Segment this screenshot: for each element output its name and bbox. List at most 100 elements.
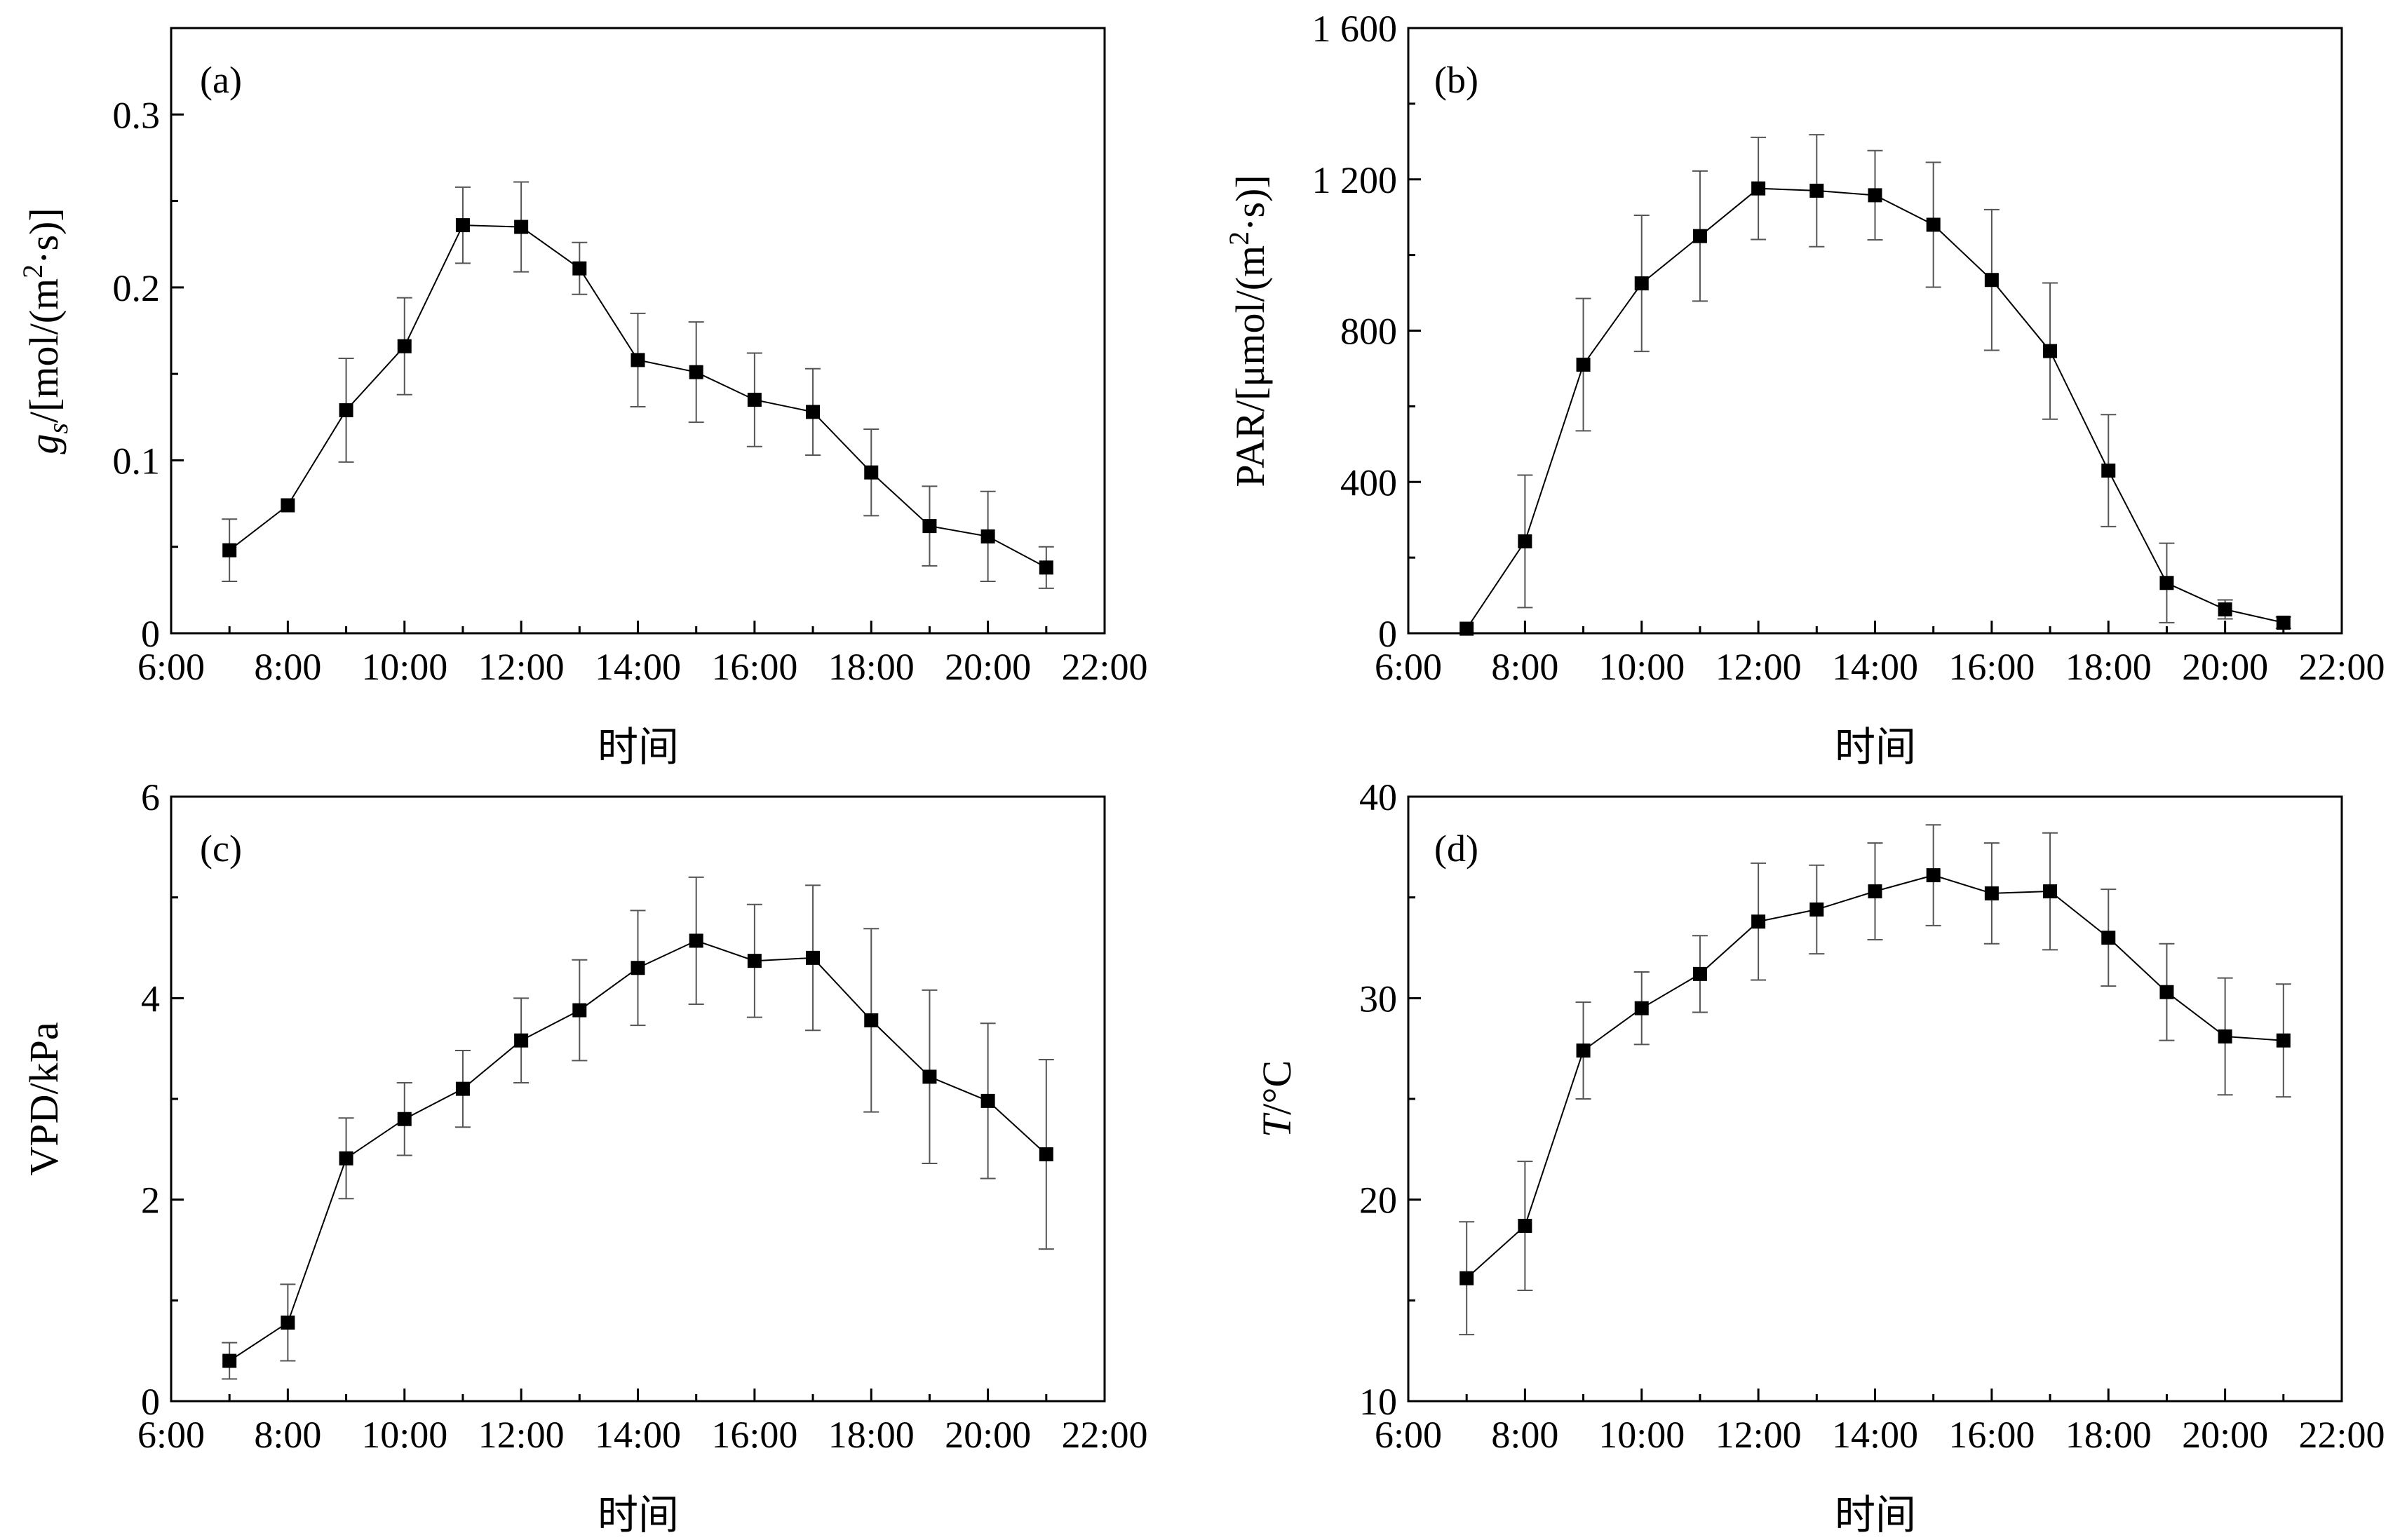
x-tick-label: 12:00 <box>1715 1414 1802 1456</box>
x-tick-label: 10:00 <box>361 1414 447 1456</box>
y-axis-title-unit-end: ·s)] <box>21 208 67 264</box>
data-point <box>747 393 762 407</box>
data-point <box>864 465 879 480</box>
y-tick-label: 1 600 <box>1312 8 1398 50</box>
data-point <box>922 519 937 534</box>
x-tick-label: 14:00 <box>595 1414 681 1456</box>
y-axis-title-subscript: s <box>42 423 74 434</box>
y-axis-title-superscript: 2 <box>1223 231 1255 245</box>
panel-tag: (c) <box>200 828 242 870</box>
x-tick-label: 14:00 <box>1832 1414 1918 1456</box>
chart-marks <box>1459 134 2291 636</box>
panel-tag: (d) <box>1434 828 1478 870</box>
x-tick-label: 16:00 <box>1948 646 2035 688</box>
x-tick-label: 10:00 <box>1598 646 1685 688</box>
x-tick-label: 20:00 <box>945 646 1031 688</box>
data-point <box>1634 1001 1649 1015</box>
x-tick-label: 6:00 <box>137 646 205 688</box>
data-point <box>1751 181 1766 196</box>
data-point <box>1692 229 1707 243</box>
x-tick-label: 8:00 <box>1491 646 1558 688</box>
x-tick-label: 16:00 <box>711 1414 797 1456</box>
x-tick-label: 18:00 <box>828 646 915 688</box>
data-point <box>514 219 529 234</box>
x-tick-label: 18:00 <box>2065 1414 2152 1456</box>
y-tick-label: 4 <box>141 978 160 1020</box>
data-point <box>1576 1043 1591 1058</box>
data-point <box>980 1093 995 1108</box>
x-axis-title: 时间 <box>1835 1492 1916 1538</box>
data-point <box>1868 188 1882 203</box>
x-tick-label: 20:00 <box>2182 646 2268 688</box>
x-tick-label: 6:00 <box>1375 1414 1442 1456</box>
y-tick-label: 800 <box>1340 311 1397 353</box>
data-point <box>397 1112 412 1126</box>
y-axis-title-unit: PAR/[μmol/(m <box>1227 245 1273 487</box>
y-axis-title: T/°C <box>1254 1060 1300 1137</box>
data-point <box>689 365 703 379</box>
data-point <box>281 498 295 513</box>
y-tick-label: 1 200 <box>1312 159 1398 201</box>
data-point <box>806 950 821 965</box>
series-line <box>1466 187 2284 630</box>
data-point <box>2276 1033 2291 1048</box>
data-point <box>1926 868 1941 883</box>
x-tick-label: 22:00 <box>2298 1414 2385 1456</box>
chart-marks <box>1459 824 2291 1336</box>
chart-marks <box>222 876 1054 1380</box>
y-tick-label: 6 <box>141 776 160 818</box>
x-tick-label: 22:00 <box>2298 646 2385 688</box>
y-tick-label: 10 <box>1359 1381 1397 1423</box>
y-axis-title-symbol: g <box>21 434 67 454</box>
y-tick-label: 0 <box>1378 613 1397 655</box>
y-axis-title: gs/[mol/(m2·s)] <box>17 208 74 454</box>
x-axis-ticks: 6:00 8:00 10:00 12:00 14:00 16:00 18:00 20:00 22… <box>137 621 1148 688</box>
data-point <box>397 339 412 353</box>
data-point <box>1634 276 1649 291</box>
x-tick-label: 14:00 <box>1832 646 1918 688</box>
x-tick-label: 22:00 <box>1061 1414 1147 1456</box>
panel-c: 6:00 8:00 10:00 12:00 14:00 16:00 18:00 20:00 22… <box>21 776 1148 1538</box>
data-point <box>1692 966 1707 981</box>
data-point <box>2218 1029 2232 1043</box>
y-tick-label: 0 <box>141 1381 160 1423</box>
data-point <box>1518 534 1532 548</box>
x-tick-label: 8:00 <box>254 1414 321 1456</box>
panel-b: 6:00 8:00 10:00 12:00 14:00 16:00 18:00 20:00 22… <box>1223 8 2385 770</box>
panel-a: 6:00 8:00 10:00 12:00 14:00 16:00 18:00 20:00 22… <box>17 27 1148 770</box>
x-tick-label: 6:00 <box>1375 646 1442 688</box>
y-axis-ticks: 0 2 4 6 <box>141 776 184 1423</box>
x-tick-label: 22:00 <box>1061 646 1147 688</box>
x-tick-label: 12:00 <box>1715 646 1802 688</box>
x-tick-label: 10:00 <box>361 646 447 688</box>
y-tick-label: 20 <box>1359 1180 1397 1222</box>
data-point <box>2043 344 2058 358</box>
x-tick-label: 18:00 <box>2065 646 2152 688</box>
data-point <box>747 954 762 968</box>
data-point <box>864 1013 879 1027</box>
data-point <box>1576 358 1591 372</box>
y-axis-title-unit: /[mol/(m <box>21 278 67 423</box>
plot-frame <box>1407 27 2343 635</box>
data-point <box>1926 217 1941 232</box>
data-point <box>1039 560 1053 575</box>
x-tick-label: 14:00 <box>595 646 681 688</box>
x-axis-ticks: 6:00 8:00 10:00 12:00 14:00 16:00 18:00 20:00 22… <box>1375 621 2385 688</box>
data-point <box>572 1003 587 1018</box>
plot-frame <box>170 795 1106 1403</box>
chart-marks <box>222 181 1054 589</box>
data-point <box>2218 602 2232 617</box>
y-tick-label: 0 <box>141 613 160 655</box>
data-point <box>2159 985 2174 999</box>
y-axis-title-symbol: T <box>1254 1112 1300 1137</box>
y-axis-title: VPD/kPa <box>21 1022 67 1175</box>
x-tick-label: 16:00 <box>1948 1414 2035 1456</box>
data-point <box>339 1151 353 1166</box>
x-tick-label: 18:00 <box>828 1414 915 1456</box>
y-axis-title: PAR/[μmol/(m2·s)] <box>1223 175 1273 487</box>
y-axis-title-unit: /°C <box>1254 1060 1300 1115</box>
data-point <box>339 403 353 417</box>
data-point <box>455 1081 470 1096</box>
data-point <box>1809 902 1824 917</box>
data-point <box>2276 615 2291 630</box>
